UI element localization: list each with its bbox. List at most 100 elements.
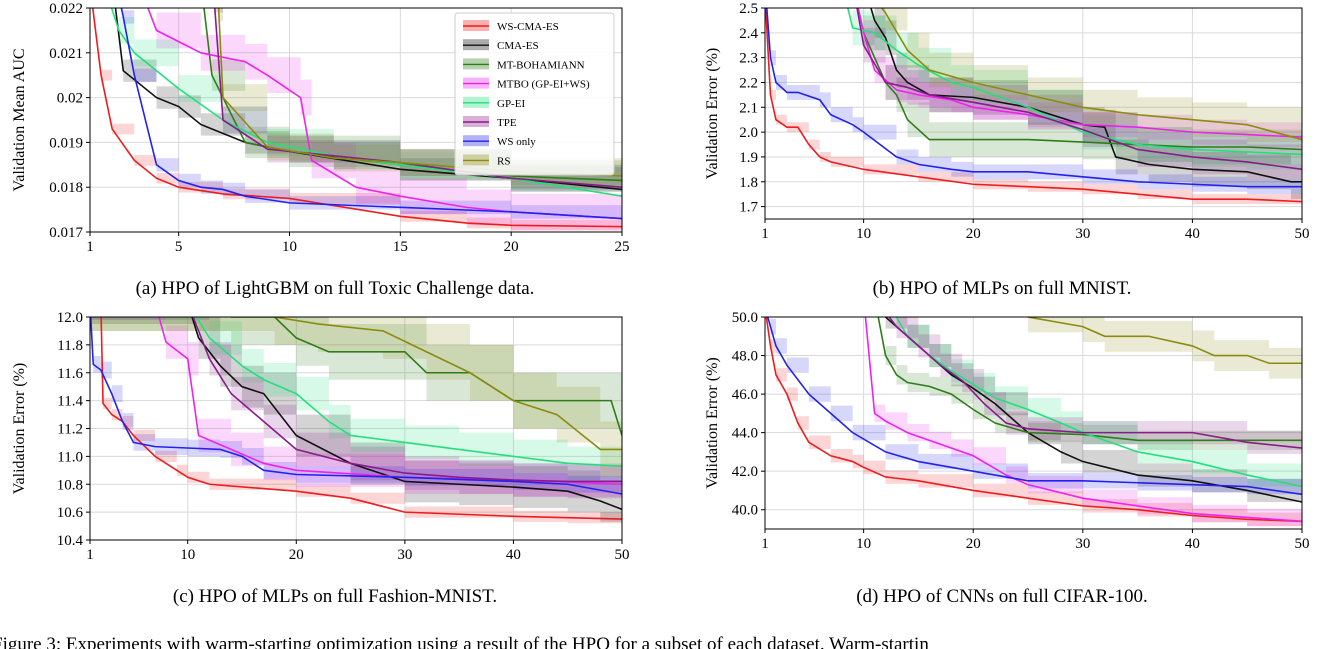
x-tick-label: 30 (1075, 536, 1090, 552)
series-line-gp-ei (195, 317, 622, 467)
band-rs (90, 317, 622, 478)
legend: WS-CMA-ES CMA-ES MT-BOHAMIANN MTBO (GP-EI+W… (454, 12, 615, 176)
plot-frame (89, 7, 623, 233)
y-tick-label: 2.1 (739, 100, 758, 116)
band-ws-only (770, 317, 1302, 503)
band-mt-bohamiann (211, 8, 622, 197)
x-tick-label: 50 (1295, 226, 1310, 242)
y-tick-label: 44.0 (732, 426, 758, 442)
y-tick-label: 12.0 (57, 310, 83, 326)
y-tick-label: 0.019 (49, 135, 83, 151)
y-tick-label: 10.4 (57, 533, 84, 549)
chart-d: 1 10 20 30 40 50 40.0 42.0 44.0 46.0 48.0 50.0 Valid… (704, 310, 1310, 607)
x-tick-label: 10 (282, 239, 297, 255)
band-cma-es (90, 317, 622, 531)
series-line-rs (1027, 317, 1302, 365)
series-line-ws-only (120, 8, 622, 220)
x-tick-label: 1 (761, 226, 769, 242)
series-line-gp-ei (846, 8, 1302, 156)
y-tick-label: 48.0 (732, 349, 758, 365)
x-tick-label: 40 (1185, 226, 1200, 242)
series-line-cma-es (114, 8, 622, 191)
panel-caption: (b) HPO of MLPs on full MNIST. (873, 278, 1132, 299)
series-line-cma-es (884, 317, 1302, 503)
y-axis-label: Validation Error (%) (704, 48, 721, 180)
x-tick-label: 40 (506, 547, 521, 563)
series-line-mtbo-gp-ei-ws (864, 317, 1302, 523)
band-tpe (896, 317, 1302, 460)
y-tick-label: 0.017 (49, 225, 83, 241)
y-tick-label: 11.4 (57, 394, 83, 410)
panel-caption: (c) HPO of MLPs on full Fashion-MNIST. (173, 586, 497, 607)
x-tick-label: 15 (393, 239, 408, 255)
legend-label-cma-es: CMA-ES (497, 40, 539, 52)
x-tick-label: 1 (761, 536, 769, 552)
x-tick-label: 20 (504, 239, 519, 255)
band-mt-bohamiann (90, 317, 622, 464)
series-line-mt-bohamiann (230, 317, 622, 436)
y-tick-label: 11.8 (57, 338, 83, 354)
y-tick-label: 50.0 (732, 310, 758, 326)
y-tick-label: 10.6 (57, 505, 84, 521)
y-axis-label: Validation Error (%) (704, 357, 721, 489)
y-tick-label: 46.0 (732, 387, 758, 403)
x-tick-label: 5 (175, 239, 183, 255)
x-tick-label: 20 (966, 536, 981, 552)
band-mt-bohamiann (863, 8, 1302, 167)
band-mt-bohamiann (885, 317, 1302, 450)
series-line-ws-only (766, 317, 1302, 496)
legend-label-ws-cma-es: WS-CMA-ES (497, 21, 559, 33)
y-tick-label: 11.6 (57, 366, 83, 382)
band-ws-only (93, 317, 622, 503)
legend-label-tpe: TPE (497, 117, 517, 129)
x-tick-label: 40 (1185, 536, 1200, 552)
y-tick-label: 2.0 (739, 125, 758, 141)
y-tick-label: 0.022 (49, 1, 83, 17)
y-tick-label: 1.8 (739, 175, 758, 191)
series-line-ws-cma-es (100, 317, 622, 520)
plot-frame (764, 316, 1303, 530)
band-gp-ei (90, 317, 622, 483)
y-tick-label: 0.021 (49, 46, 83, 62)
y-tick-label: 2.5 (739, 1, 758, 17)
band-mtbo-gp-ei-ws (863, 8, 1302, 150)
y-tick-label: 2.4 (739, 26, 758, 42)
band-mtbo-gp-ei-ws (156, 8, 622, 232)
band-gp-ei (907, 317, 1302, 499)
series-line-rs (880, 8, 1302, 141)
band-gp-ei (852, 8, 1302, 172)
y-tick-label: 2.2 (739, 75, 758, 91)
legend-label-mtbo-gp-ei-ws: MTBO (GP-EI+WS) (497, 79, 590, 91)
series-line-rs (272, 317, 622, 451)
chart-b: 1 10 20 30 40 50 1.7 1.8 1.9 2.0 2.1 2.2 2.3 2.4 2.5 Va… (704, 1, 1310, 299)
y-axis-label: Validation Mean AUC (11, 48, 28, 191)
series-line-ws-only (90, 317, 622, 495)
y-tick-label: 11.0 (57, 449, 83, 465)
x-tick-label: 50 (1295, 536, 1310, 552)
band-tpe (90, 317, 622, 499)
series-line-mtbo-gp-ei-ws (857, 8, 1302, 138)
legend-frame (454, 12, 615, 176)
x-tick-label: 25 (615, 239, 630, 255)
x-tick-label: 10 (856, 536, 871, 552)
series-line-tpe (856, 8, 1302, 171)
band-cma-es (123, 8, 622, 201)
y-tick-label: 2.3 (739, 51, 758, 67)
plot-frame (764, 7, 1303, 220)
panel-caption: (d) HPO of CNNs on full CIFAR-100. (856, 586, 1148, 607)
x-tick-label: 10 (180, 547, 195, 563)
legend-label-mt-bohamiann: MT-BOHAMIANN (497, 59, 585, 71)
x-tick-label: 1 (86, 239, 94, 255)
series-line-mt-bohamiann (857, 8, 1302, 151)
series-line-tpe (192, 317, 622, 483)
figure-caption: Figure 3: Experiments with warm-starting… (0, 634, 929, 649)
y-tick-label: 1.7 (739, 200, 758, 216)
series-line-cma-es (191, 317, 622, 511)
y-tick-label: 0.02 (57, 91, 83, 107)
legend-label-rs: RS (497, 155, 510, 167)
x-tick-label: 1 (86, 547, 94, 563)
x-tick-label: 20 (966, 226, 981, 242)
series-line-mt-bohamiann (877, 317, 1302, 442)
y-axis-label: Validation Error (%) (11, 363, 28, 495)
panel-caption: (a) HPO of LightGBM on full Toxic Challe… (136, 278, 535, 299)
